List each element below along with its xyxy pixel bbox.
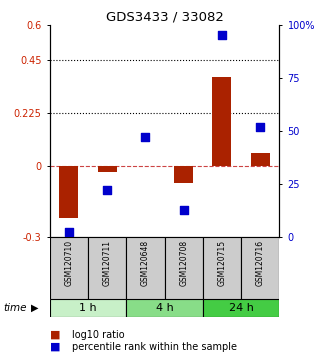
Bar (126, 237, 164, 299)
Bar (50, 237, 88, 299)
Bar (251, 153, 270, 166)
Point (219, 33, 224, 38)
Bar (59, 166, 78, 218)
Bar (212, 77, 231, 166)
Text: GSM120715: GSM120715 (217, 240, 226, 286)
Text: GSM120711: GSM120711 (103, 240, 112, 286)
Title: GDS3433 / 33082: GDS3433 / 33082 (106, 11, 223, 24)
Text: GSM120708: GSM120708 (179, 240, 188, 286)
Point (257, 124, 263, 130)
Bar (126, 299, 203, 317)
Text: GSM120716: GSM120716 (256, 240, 265, 286)
Point (181, 207, 186, 212)
Point (105, 188, 110, 193)
Bar (164, 237, 203, 299)
Text: ▶: ▶ (30, 303, 38, 313)
Point (66, 229, 72, 235)
Text: 4 h: 4 h (156, 303, 173, 313)
Text: 1 h: 1 h (79, 303, 97, 313)
Text: 24 h: 24 h (229, 303, 254, 313)
Text: time: time (3, 303, 27, 313)
Text: GSM120710: GSM120710 (65, 240, 74, 286)
Bar (174, 166, 193, 183)
Text: ■: ■ (50, 330, 60, 339)
Text: percentile rank within the sample: percentile rank within the sample (72, 342, 237, 352)
Text: log10 ratio: log10 ratio (72, 330, 125, 339)
Text: ■: ■ (50, 342, 60, 352)
Point (143, 135, 148, 140)
Bar (50, 299, 126, 317)
Bar (241, 237, 279, 299)
Bar (203, 237, 241, 299)
Bar (98, 166, 117, 172)
Bar (203, 299, 279, 317)
Bar (88, 237, 126, 299)
Text: GSM120648: GSM120648 (141, 240, 150, 286)
